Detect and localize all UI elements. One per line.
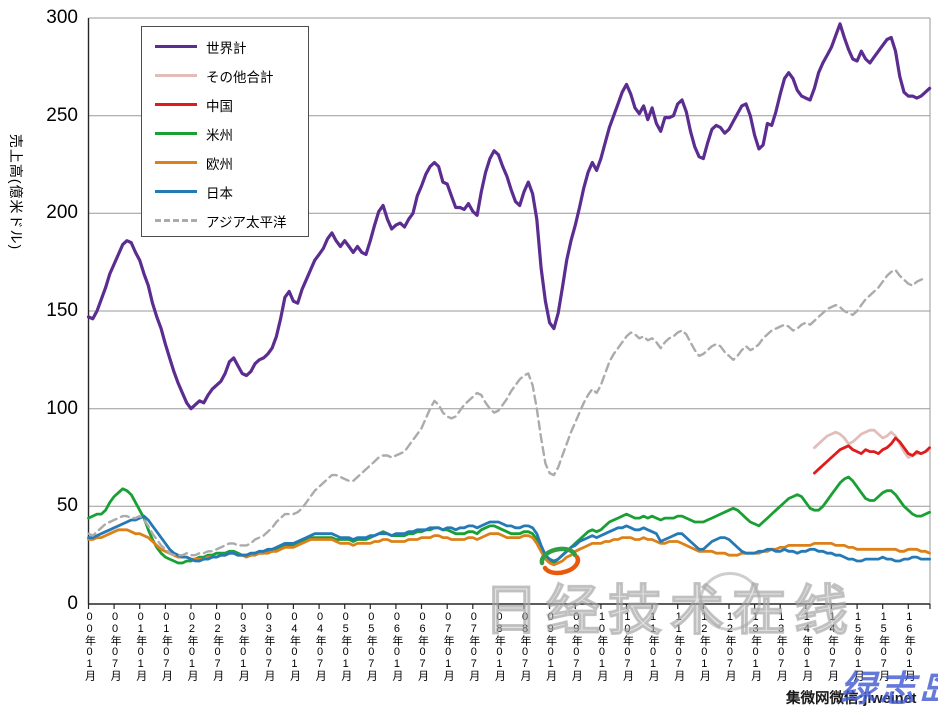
x-tick-label: 15年07月 xyxy=(877,611,890,681)
x-tick-label: 04年01月 xyxy=(288,611,301,681)
legend-label: その他合計 xyxy=(206,69,274,85)
x-tick-label: 12年01月 xyxy=(698,611,711,681)
x-tick-label: 07年07月 xyxy=(467,611,480,681)
x-tick-label: 00年01月 xyxy=(83,611,96,681)
y-axis-title: 売上高(億米ドル) xyxy=(8,133,24,251)
x-tick-label: 02年07月 xyxy=(211,611,224,681)
watermark-signature-text: 绿志岛 xyxy=(840,668,938,709)
legend-line-swatch-icon xyxy=(155,103,197,106)
y-tick-label: 0 xyxy=(67,593,78,614)
x-tick-label: 01年01月 xyxy=(134,611,147,681)
x-tick-label: 16年01月 xyxy=(903,611,916,681)
legend-label: 世界計 xyxy=(206,40,247,56)
legend-line-swatch-icon xyxy=(155,190,197,193)
legend-line-swatch-icon xyxy=(155,132,197,135)
y-tick-label: 50 xyxy=(56,495,78,517)
watermark-ring-icon xyxy=(699,572,761,631)
y-tick-label: 150 xyxy=(46,300,78,321)
x-tick-label: 14年07月 xyxy=(826,611,839,681)
x-tick-label: 00年07月 xyxy=(109,611,122,681)
legend-label: 米州 xyxy=(206,127,233,143)
legend: 世界計その他合計中国米州欧州日本アジア太平洋 xyxy=(141,26,309,237)
watermark-swirl-logo-icon xyxy=(539,546,581,576)
y-tick-label: 200 xyxy=(46,202,78,224)
x-tick-label: 11年01月 xyxy=(647,611,660,681)
x-tick-label: 09年07月 xyxy=(570,611,583,681)
x-tick-label: 09年01月 xyxy=(544,611,557,681)
x-tick-label: 13年01月 xyxy=(749,611,762,681)
legend-item: 世界計 xyxy=(142,32,308,61)
y-tick-label: 300 xyxy=(46,7,78,28)
x-tick-label: 06年07月 xyxy=(416,611,429,681)
x-tick-label: 10年01月 xyxy=(595,611,608,681)
legend-line-swatch-icon xyxy=(155,219,197,222)
x-tick-label: 13年07月 xyxy=(775,611,788,681)
x-tick-label: 03年01月 xyxy=(237,611,250,681)
legend-label: 中国 xyxy=(206,98,233,114)
watermark-center-text: 日经技术在线 xyxy=(483,580,856,641)
x-tick-label: 06年01月 xyxy=(390,611,403,681)
legend-line-swatch-icon xyxy=(155,74,197,77)
x-tick-label: 14年01月 xyxy=(800,611,813,681)
x-tick-label: 15年01月 xyxy=(852,611,865,681)
y-tick-label: 250 xyxy=(46,104,78,126)
legend-line-swatch-icon xyxy=(155,45,197,48)
x-tick-label: 05年07月 xyxy=(365,611,378,681)
legend-line-swatch-icon xyxy=(155,161,197,164)
x-tick-label: 02年01月 xyxy=(185,611,198,681)
watermark-wechat-text: 集微网微信:jiweinet xyxy=(786,691,917,707)
x-tick-label: 08年07月 xyxy=(519,611,532,681)
x-tick-label: 08年01月 xyxy=(493,611,506,681)
legend-label: 日本 xyxy=(206,185,233,201)
x-tick-label: 03年07月 xyxy=(262,611,275,681)
legend-item: 日本 xyxy=(142,177,308,206)
x-tick-label: 07年01月 xyxy=(442,611,455,681)
x-tick-label: 10年07月 xyxy=(621,611,634,681)
legend-item: 米州 xyxy=(142,119,308,148)
legend-item: 欧州 xyxy=(142,148,308,177)
legend-item: その他合計 xyxy=(142,61,308,90)
legend-label: アジア太平洋 xyxy=(206,214,287,230)
x-tick-label: 11年07月 xyxy=(672,611,685,681)
legend-item: 中国 xyxy=(142,90,308,119)
legend-label: 欧州 xyxy=(206,156,233,172)
x-tick-label: 04年07月 xyxy=(314,611,327,681)
x-tick-label: 01年07月 xyxy=(160,611,173,681)
x-tick-label: 05年01月 xyxy=(339,611,352,681)
legend-item: アジア太平洋 xyxy=(142,206,308,235)
y-tick-label: 100 xyxy=(46,397,78,419)
